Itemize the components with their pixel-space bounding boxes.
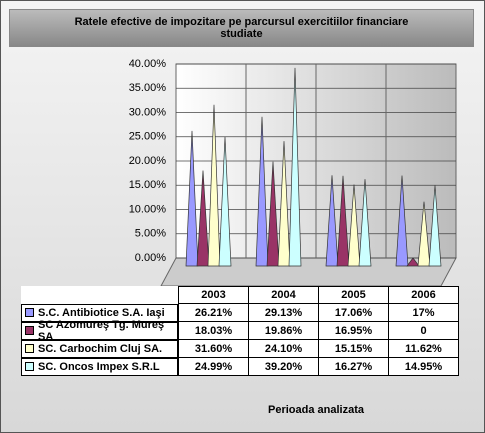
- value-label: 19.86%: [248, 321, 319, 340]
- cone: [277, 141, 291, 267]
- value-label: 17.06%: [318, 303, 389, 322]
- legend-label: S.C. Antibiotice S.A. Iaşi: [38, 306, 165, 319]
- legend-label: SC. Carbochim Cluj SA.: [38, 342, 163, 355]
- value-label: 26.21%: [178, 303, 249, 322]
- category-label: 2004: [248, 286, 319, 304]
- value-label: 17%: [388, 303, 459, 322]
- series-row: SC. Carbochim Cluj SA. 31.60% 24.10% 15.15%…: [21, 339, 459, 358]
- cone: [406, 257, 420, 267]
- series-row: S.C. Antibiotice S.A. Iaşi 26.21% 29.13% 17…: [21, 303, 459, 322]
- series-row: SC Azomureş Tg. Mureş SA 18.03% 19.86% 16.9…: [21, 318, 459, 343]
- legend-label: SC. Oncos Impex S.R.L: [38, 360, 160, 373]
- cone: [266, 161, 280, 267]
- value-label: 11.62%: [388, 339, 459, 358]
- cone: [218, 136, 232, 267]
- corner: [21, 287, 179, 304]
- cone: [358, 179, 372, 267]
- legend-cell: S.C. Antibiotice S.A. Iaşi: [21, 303, 178, 322]
- y-tick-label: 5.00%: [135, 228, 166, 240]
- legend-cell: SC. Oncos Impex S.R.L: [21, 357, 178, 376]
- category-label: 2006: [388, 286, 459, 304]
- cone: [185, 130, 199, 267]
- value-label: 14.95%: [388, 357, 459, 376]
- value-label: 18.03%: [178, 321, 249, 340]
- legend-label: SC Azomureş Tg. Mureş SA: [38, 318, 165, 343]
- legend-key: [25, 362, 34, 371]
- data-table: 2003 2004 2005 2006 S.C. Antibiotice S.A. Ia…: [21, 286, 459, 376]
- legend-key: [25, 344, 34, 353]
- cone: [336, 175, 350, 267]
- x-axis-label: Perioada analizata: [268, 404, 364, 416]
- value-label: 16.95%: [318, 321, 389, 340]
- cone: [207, 104, 221, 267]
- cone: [196, 170, 210, 267]
- header-row: 2003 2004 2005 2006: [21, 286, 459, 304]
- y-tick-label: 35.00%: [129, 82, 167, 94]
- value-label: 24.10%: [248, 339, 319, 358]
- series-row: SC. Oncos Impex S.R.L 24.99% 39.20% 16.27% 1…: [21, 357, 459, 376]
- cone: [288, 67, 302, 267]
- cone: [347, 184, 361, 267]
- cone: [325, 175, 339, 267]
- legend-cell: SC Azomureş Tg. Mureş SA: [21, 318, 178, 343]
- cone: [428, 185, 442, 267]
- legend-key: [25, 326, 34, 335]
- chart-title: Ratele efective de impozitare pe parcurs…: [9, 9, 474, 47]
- value-label: 39.20%: [248, 357, 319, 376]
- y-tick-label: 25.00%: [129, 131, 167, 143]
- value-label: 16.27%: [318, 357, 389, 376]
- value-label: 24.99%: [178, 357, 249, 376]
- y-tick-label: 30.00%: [129, 106, 167, 118]
- category-label: 2003: [178, 286, 249, 304]
- y-tick-label: 20.00%: [129, 155, 167, 167]
- category-label: 2005: [318, 286, 389, 304]
- cone: [417, 201, 431, 267]
- legend-key: [25, 308, 34, 317]
- legend-cell: SC. Carbochim Cluj SA.: [21, 339, 178, 358]
- cone: [395, 175, 409, 267]
- y-tick-label: 10.00%: [129, 203, 167, 215]
- value-label: 29.13%: [248, 303, 319, 322]
- value-label: 15.15%: [318, 339, 389, 358]
- value-label: 31.60%: [178, 339, 249, 358]
- y-tick-label: 0.00%: [135, 252, 166, 264]
- value-label: 0: [388, 321, 459, 340]
- y-tick-label: 15.00%: [129, 179, 167, 191]
- cone: [255, 116, 269, 267]
- y-tick-label: 40.00%: [129, 58, 167, 70]
